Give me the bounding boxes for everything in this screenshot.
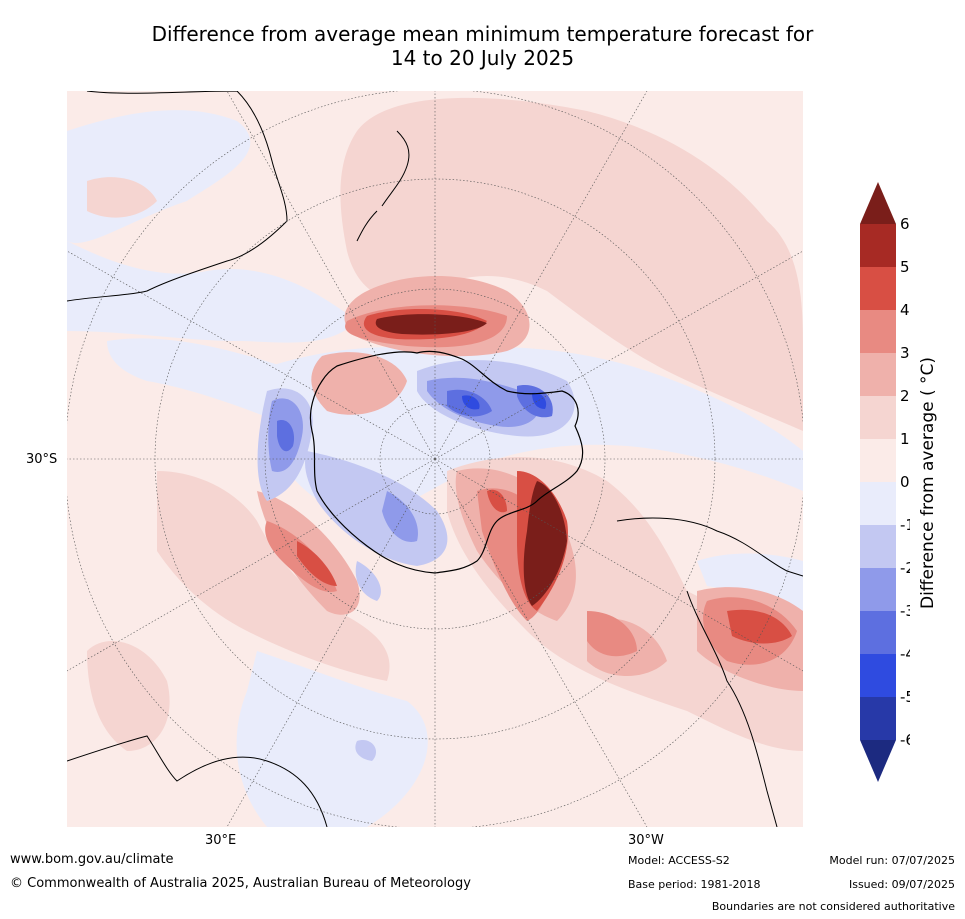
colorbar-swatch bbox=[860, 568, 896, 611]
colorbar-swatch bbox=[860, 697, 896, 740]
colorbar-swatch bbox=[860, 267, 896, 310]
colorbar-swatch bbox=[860, 439, 896, 482]
new-zealand-coastline bbox=[356, 130, 410, 242]
antarctica-coastline bbox=[309, 350, 584, 574]
colorbar-overflow-high bbox=[860, 182, 896, 224]
longitude-label-30e: 30°E bbox=[205, 833, 237, 848]
colorbar-tick-label: 5 bbox=[900, 258, 910, 276]
colorbar-swatch bbox=[860, 611, 896, 654]
colorbar-swatches bbox=[860, 182, 896, 782]
colorbar-tick-label: 0 bbox=[900, 473, 910, 491]
website-link[interactable]: www.bom.gov.au/climate bbox=[10, 852, 174, 867]
boundary-disclaimer: Boundaries are not considered authoritat… bbox=[711, 900, 955, 913]
colorbar-swatch bbox=[860, 310, 896, 353]
africa-coastline bbox=[67, 735, 328, 827]
colorbar-tick-label: -6 bbox=[900, 731, 910, 749]
south-america-coastline bbox=[616, 517, 803, 827]
base-period: Base period: 1981-2018 bbox=[628, 878, 761, 891]
colorbar-tick-label: -1 bbox=[900, 516, 910, 534]
latitude-label-30s: 30°S bbox=[26, 452, 58, 467]
title-line-2: 14 to 20 July 2025 bbox=[390, 46, 575, 70]
graticule bbox=[67, 91, 803, 827]
copyright-text: © Commonwealth of Australia 2025, Austra… bbox=[10, 876, 471, 891]
colorbar: 6 5 4 3 2 1 0 -1 -2 -3 -4 -5 -6 bbox=[860, 182, 910, 782]
colorbar-tick-label: -4 bbox=[900, 645, 910, 663]
colorbar-overflow-low bbox=[860, 740, 896, 782]
colorbar-tick-label: 6 bbox=[900, 215, 910, 233]
colorbar-swatch bbox=[860, 654, 896, 697]
colorbar-tick-label: -3 bbox=[900, 602, 910, 620]
colorbar-tick-label: 1 bbox=[900, 430, 910, 448]
colorbar-swatch bbox=[860, 482, 896, 525]
colorbar-tick-label: -5 bbox=[900, 688, 910, 706]
anomaly-dark-red-5-6 bbox=[375, 314, 567, 606]
colorbar-tick-labels: 6 5 4 3 2 1 0 -1 -2 -3 -4 -5 -6 bbox=[900, 215, 910, 749]
colorbar-tick-label: 2 bbox=[900, 387, 910, 405]
colorbar-title: Difference from average ( °C) bbox=[918, 357, 938, 609]
map-title: Difference from average mean minimum tem… bbox=[0, 22, 965, 70]
colorbar-tick-label: 3 bbox=[900, 344, 910, 362]
temperature-anomaly-map bbox=[67, 91, 803, 827]
colorbar-swatch bbox=[860, 224, 896, 267]
colorbar-title-text: Difference from average ( °C) bbox=[918, 356, 938, 610]
colorbar-swatch bbox=[860, 353, 896, 396]
issued-date: Issued: 09/07/2025 bbox=[848, 878, 955, 891]
longitude-label-30w: 30°W bbox=[628, 833, 664, 848]
anomaly-blue-4-5 bbox=[462, 392, 547, 410]
colorbar-swatch bbox=[860, 525, 896, 568]
title-line-1: Difference from average mean minimum tem… bbox=[151, 22, 814, 46]
colorbar-swatch bbox=[860, 396, 896, 439]
model-name: Model: ACCESS-S2 bbox=[628, 854, 730, 867]
colorbar-tick-label: -2 bbox=[900, 559, 910, 577]
colorbar-tick-label: 4 bbox=[900, 301, 910, 319]
model-run-date: Model run: 07/07/2025 bbox=[829, 854, 955, 867]
